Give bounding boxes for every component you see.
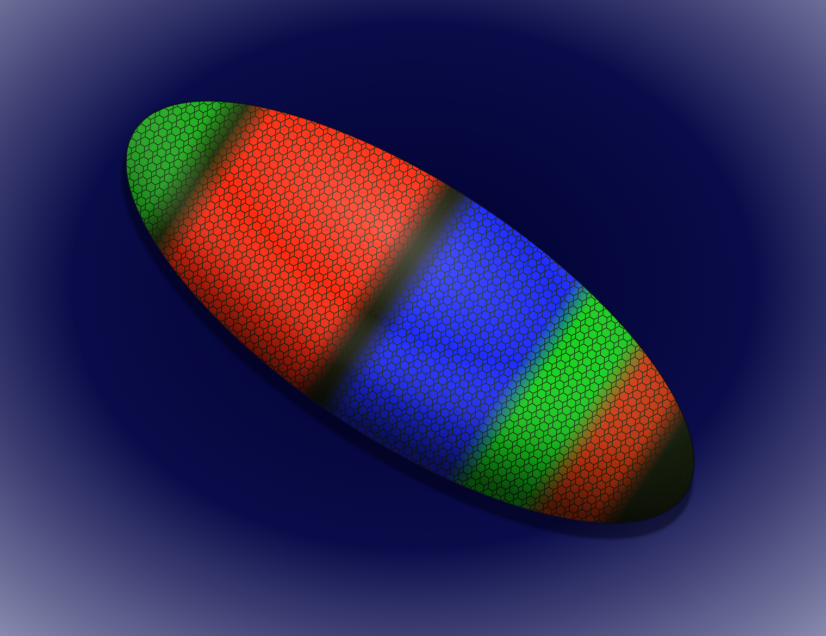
embryo <box>64 23 756 601</box>
embryo-shading <box>125 100 695 524</box>
embryo-outline <box>125 100 695 524</box>
